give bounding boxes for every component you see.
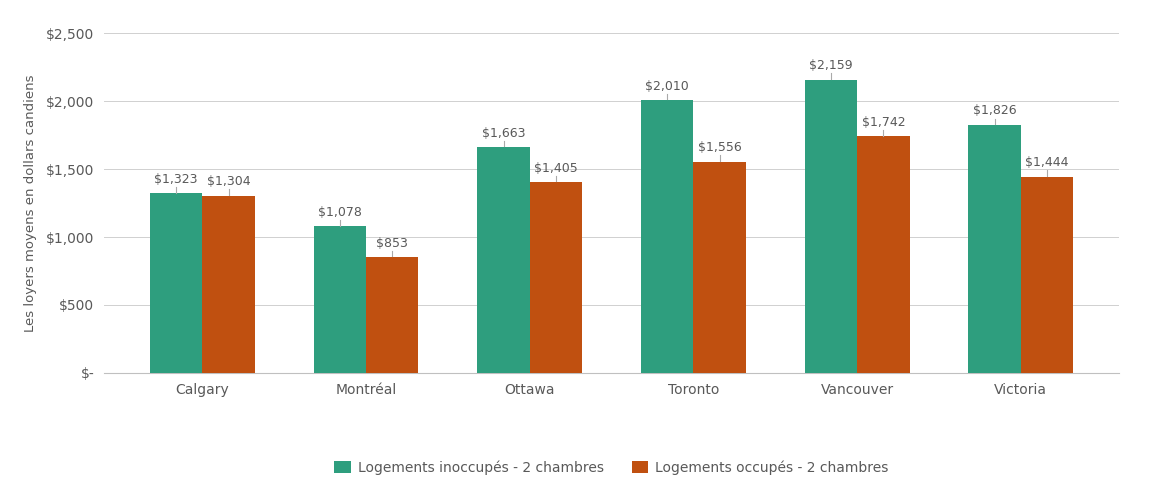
- Bar: [1021, 177, 1073, 373]
- Text: $1,078: $1,078: [319, 206, 362, 219]
- Text: $1,323: $1,323: [155, 173, 198, 186]
- Bar: [478, 147, 530, 373]
- Bar: [968, 125, 1021, 373]
- Legend: Logements inoccupés - 2 chambres, Logements occupés - 2 chambres: Logements inoccupés - 2 chambres, Logeme…: [329, 455, 894, 478]
- Bar: [804, 80, 857, 373]
- Text: $853: $853: [376, 237, 409, 250]
- Text: $2,010: $2,010: [645, 79, 689, 93]
- Text: $1,405: $1,405: [534, 162, 578, 174]
- Bar: [530, 182, 582, 373]
- Text: $1,826: $1,826: [973, 105, 1017, 118]
- Bar: [314, 227, 366, 373]
- Text: $1,742: $1,742: [862, 116, 905, 129]
- Bar: [202, 196, 255, 373]
- Bar: [150, 193, 202, 373]
- Text: $1,444: $1,444: [1025, 156, 1069, 169]
- Text: $1,304: $1,304: [207, 175, 250, 188]
- Text: $2,159: $2,159: [809, 59, 853, 72]
- Text: $1,663: $1,663: [482, 127, 525, 140]
- Bar: [642, 100, 694, 373]
- Bar: [694, 162, 745, 373]
- Bar: [857, 136, 909, 373]
- Y-axis label: Les loyers moyens en dollars candiens: Les loyers moyens en dollars candiens: [24, 75, 37, 332]
- Text: $1,556: $1,556: [698, 141, 742, 154]
- Bar: [366, 257, 419, 373]
